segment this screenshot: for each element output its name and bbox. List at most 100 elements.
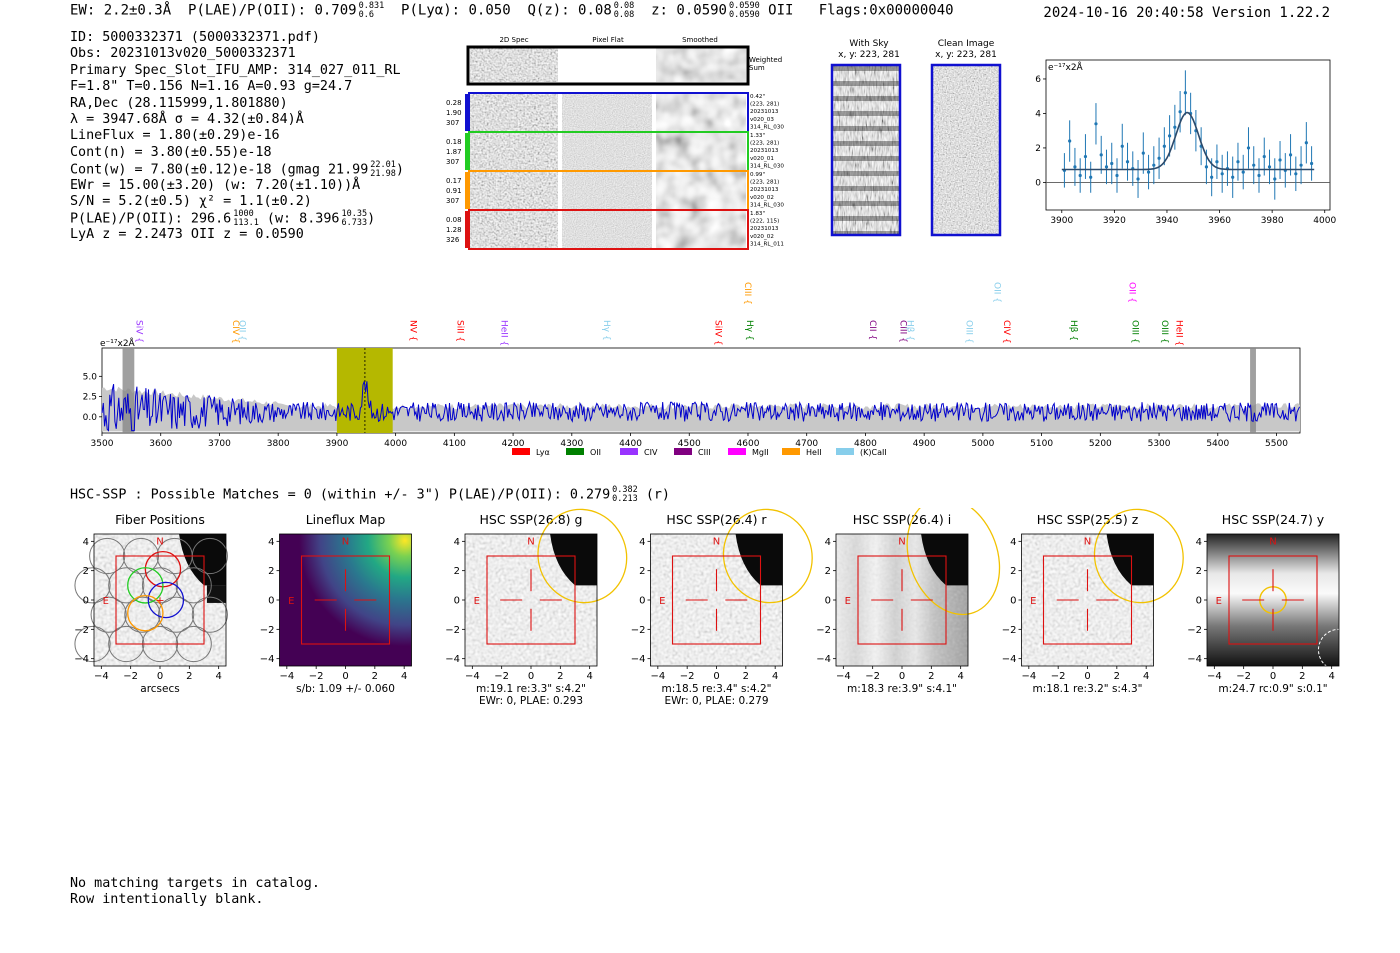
line-fit-point [1246, 146, 1251, 150]
clean-frame [930, 63, 1002, 237]
stamp-ytick-label: 2 [825, 566, 831, 577]
cutout-gap [652, 211, 656, 248]
weighted-2dspec [470, 48, 558, 82]
line-fit-point [1220, 172, 1224, 176]
cutout-gap [558, 211, 562, 248]
east-label: E [103, 596, 109, 607]
cutout-row-right-value: v020_02 [750, 195, 774, 201]
line-fit-point [1157, 156, 1161, 160]
qz-value: Q(z): 0.08 [527, 2, 612, 19]
stamp-ytick-label: 0 [825, 596, 831, 607]
stamp-ytick-label: −4 [816, 654, 831, 665]
spectrum-xtick-label: 3800 [267, 439, 290, 449]
line-fit-point [1115, 173, 1119, 178]
legend-swatch [782, 448, 800, 455]
plae-w: (w: 8.396 [266, 211, 340, 227]
stamp-image [279, 534, 412, 666]
spectrum-xtick-label: 5000 [971, 439, 994, 449]
info-lambda: λ = 3947.68Å σ = 4.32(±0.84)Å [70, 111, 304, 127]
line-fit-xtick-label: 3980 [1261, 216, 1284, 226]
emission-line-label: OII { [1127, 282, 1137, 303]
line-fit-ytick-label: 4 [1035, 109, 1041, 119]
stamp-ytick-label: 4 [268, 537, 274, 548]
bright-source [550, 534, 597, 586]
fiber-center-marker: + [155, 594, 164, 607]
legend-label: CIV [644, 448, 658, 457]
cutout-pixelflat [562, 133, 652, 170]
north-label: N [156, 536, 163, 547]
bright-source [921, 534, 968, 586]
stamp-xtick-label: 4 [1328, 671, 1334, 682]
stamp-xtick-label: 4 [957, 671, 963, 682]
east-label: E [1216, 596, 1222, 607]
plae2-lower: 113.1 [233, 217, 259, 228]
cutout-gap [652, 94, 656, 131]
cutout-row-color-bar [465, 94, 468, 131]
fiber-circle [124, 596, 161, 633]
footer-line-1: No matching targets in catalog. [70, 876, 320, 891]
cutout-row-right-value: (222, 115) [750, 219, 779, 225]
cutout-row-left-value: 1.87 [446, 148, 462, 156]
stamp-ytick-label: 0 [454, 596, 460, 607]
stamp-xtick-label: 4 [772, 671, 778, 682]
cutout-pixelflat [562, 211, 652, 248]
spectrum-xtick-label: 3600 [149, 439, 172, 449]
legend-label: MgII [752, 448, 769, 457]
east-label: E [1030, 596, 1036, 607]
line-fit-point [1104, 165, 1109, 169]
spectrum-xtick-label: 4900 [913, 439, 936, 449]
emission-line-label: Hβ { [905, 320, 915, 341]
stamp-xtick-label: −2 [1236, 671, 1251, 682]
contw-main: Cont(w) = 7.80(±0.12)e-18 (gmag 21.99 [70, 162, 369, 178]
line-fit-ytick-label: 0 [1035, 178, 1041, 188]
cutout-row-left-value: 0.28 [446, 99, 462, 107]
cutout-smoothed [656, 172, 746, 209]
line-fit-point [1215, 160, 1219, 164]
stamp-xtick-label: 2 [557, 671, 563, 682]
emission-line-label: CIV { [1001, 320, 1011, 344]
stamp-xtick-label: −4 [650, 671, 665, 682]
plae-value: P(LAE)/P(OII): 0.709 [188, 2, 357, 19]
search-box [671, 555, 762, 645]
cutout-row-right-value: v020_03 [750, 117, 774, 123]
line-fit-ytick-label: 2 [1035, 144, 1041, 154]
stamp-title: HSC SSP(25.5) z [1037, 512, 1139, 527]
stamp-ytick-label: −4 [631, 654, 646, 665]
north-label: N [1084, 536, 1091, 547]
col-title-pixelflat: Pixel Flat [592, 36, 624, 44]
catalog-footer: No matching targets in catalog. Row inten… [70, 876, 320, 908]
fiber-circle [74, 567, 111, 604]
stamp-caption: m:19.1 re:3.3" s:4.2" [476, 683, 586, 695]
cutout-column-titles: 2D Spec Pixel Flat Smoothed [499, 36, 717, 44]
cutout-row-frame [468, 209, 749, 250]
north-label: N [1269, 536, 1276, 547]
stamp-ytick-label: 2 [639, 566, 645, 577]
info-obs: Obs: 20231013v020_5000332371 [70, 46, 296, 62]
footer-line-2: Row intentionally blank. [70, 892, 264, 907]
with-sky-coords: x, y: 223, 281 [838, 50, 900, 60]
line-fit-point [1136, 177, 1140, 181]
cutout-row-left-value: 307 [446, 197, 459, 205]
fiber-circle [90, 596, 127, 633]
stamp-title: HSC SSP(24.7) y [1222, 512, 1325, 527]
weighted-frame [466, 45, 750, 86]
full-spectrum-plot: SiV {CIV {OII {NV {SiII {HeII {Hγ {SiIV … [83, 282, 1301, 457]
legend-label: HeII [806, 448, 822, 457]
stamp-lineflux: Lineflux Map N E −4 −4 −2 −2 0 0 2 2 4 4 s/b: 1.09 +/… [260, 512, 412, 695]
spectrum-xtick-label: 4500 [678, 439, 701, 449]
stamp-xtick-label: 2 [1299, 671, 1305, 682]
line-fit-point [1236, 160, 1240, 164]
cutout-row-right-value: 1.83" [750, 211, 765, 217]
z-upper: 0.0590 [728, 1, 760, 11]
cutout-row-left-value: 1.28 [446, 226, 462, 234]
stamp-title: Fiber Positions [115, 512, 205, 527]
stamp-caption: m:24.7 rc:0.9" s:0.1" [1218, 683, 1327, 695]
cutout-gap [652, 172, 656, 209]
emission-line-label: CIV { [230, 320, 240, 344]
search-box [1228, 555, 1318, 645]
ew-value: EW: 2.2±0.3Å [70, 2, 172, 19]
search-box [857, 555, 947, 645]
